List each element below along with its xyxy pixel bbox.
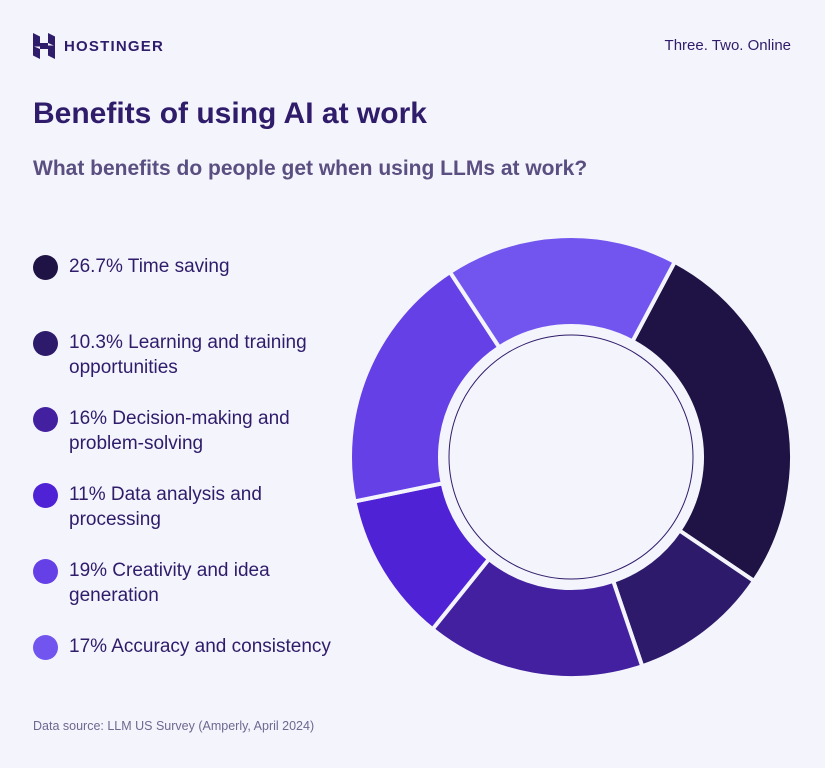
legend-label: 11% Data analysis and processing [69, 484, 262, 530]
legend-label: 17% Accuracy and consistency [69, 636, 331, 657]
legend-swatch [33, 255, 58, 280]
legend-item-creativity: 19% Creativity and idea generation [33, 558, 333, 634]
logo-text: HOSTINGER [64, 37, 164, 55]
chart-legend: 26.7% Time saving 10.3% Learning and tra… [33, 254, 333, 710]
legend-item-accuracy: 17% Accuracy and consistency [33, 634, 333, 710]
legend-swatch [33, 407, 58, 432]
tagline: Three. Two. Online [664, 37, 791, 54]
donut-slice-time-saving [629, 259, 794, 584]
legend-item-learning: 10.3% Learning and training opportunitie… [33, 330, 333, 406]
legend-swatch [33, 635, 58, 660]
legend-swatch [33, 483, 58, 508]
page-title: Benefits of using AI at work [33, 97, 427, 130]
legend-item-decision-making: 16% Decision-making and problem-solving [33, 406, 333, 482]
legend-item-data-analysis: 11% Data analysis and processing [33, 482, 333, 558]
legend-swatch [33, 559, 58, 584]
data-source-note: Data source: LLM US Survey (Amperly, Apr… [33, 719, 315, 733]
page-subtitle: What benefits do people get when using L… [33, 157, 588, 180]
legend-swatch [33, 331, 58, 356]
donut-slice-creativity-and-idea-generation [348, 269, 503, 504]
inner-ring [448, 334, 694, 580]
hostinger-h-icon [33, 33, 55, 59]
legend-label: 16% Decision-making and problem-solving [69, 408, 290, 454]
legend-label: 10.3% Learning and training opportunitie… [69, 332, 307, 378]
legend-label: 19% Creativity and idea generation [69, 560, 270, 606]
legend-item-time-saving: 26.7% Time saving [33, 254, 333, 330]
donut-slice-accuracy-and-consistency [447, 234, 678, 351]
legend-label: 26.7% Time saving [69, 256, 230, 277]
hostinger-logo: HOSTINGER [33, 33, 164, 59]
